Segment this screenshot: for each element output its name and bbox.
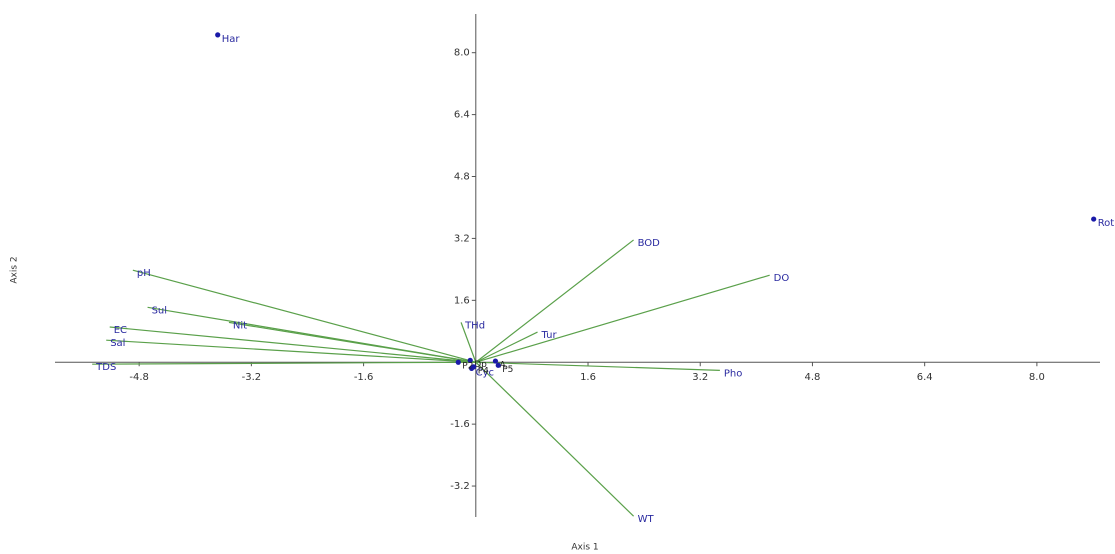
point-label: A <box>499 361 506 371</box>
point-label: Dp <box>474 360 487 370</box>
vector-label: EC <box>114 325 127 336</box>
y-axis-label: Axis 2 <box>10 256 20 283</box>
x-tick-label: 1.6 <box>580 372 596 383</box>
y-tick-label: 8.0 <box>454 48 470 59</box>
point <box>455 359 461 365</box>
y-tick-label: 1.6 <box>454 295 470 306</box>
vector-label: WT <box>638 514 655 525</box>
point <box>215 32 221 38</box>
x-tick-label: 3.2 <box>692 372 708 383</box>
x-tick-label: -4.8 <box>129 372 149 383</box>
point-label: Rot <box>1098 218 1115 229</box>
x-tick-label: 6.4 <box>917 372 933 383</box>
x-tick-label: -1.6 <box>354 372 374 383</box>
loading-vector <box>92 361 476 365</box>
vector-label: Nit <box>233 320 247 331</box>
y-tick-label: 6.4 <box>454 110 470 121</box>
loading-vector <box>475 331 538 363</box>
y-tick-label: 4.8 <box>454 172 470 183</box>
vector-label: THd <box>464 320 485 331</box>
point-label: P5 <box>502 365 513 375</box>
point-label: Har <box>222 34 241 45</box>
point-label: P2 <box>462 362 473 372</box>
x-tick-label: 8.0 <box>1029 372 1045 383</box>
vector-label: Sal <box>110 338 125 349</box>
loading-vector <box>475 361 720 371</box>
vector-label: Pho <box>724 368 743 379</box>
vector-label: DO <box>774 273 790 284</box>
point-label: Cyc <box>476 367 494 378</box>
point <box>495 362 501 368</box>
x-tick-label: 4.8 <box>804 372 820 383</box>
vector-label: Tur <box>541 330 558 341</box>
point <box>492 358 499 364</box>
vector-label: pH <box>137 268 151 279</box>
loading-vector <box>475 239 634 363</box>
vector-label: TDS <box>95 362 116 373</box>
point <box>471 364 477 370</box>
loading-vector <box>132 269 476 363</box>
y-tick-label: -1.6 <box>450 419 470 430</box>
vector-label: Sul <box>152 305 167 316</box>
y-tick-label: 3.2 <box>454 233 470 244</box>
loading-vector <box>109 326 476 363</box>
loading-vector <box>475 361 635 517</box>
x-tick-label: -3.2 <box>242 372 262 383</box>
loading-vector <box>475 274 770 363</box>
loading-vector <box>460 322 477 363</box>
vector-label: BOD <box>638 238 661 249</box>
loading-vector <box>228 321 476 363</box>
x-axis-label: Axis 1 <box>571 543 598 553</box>
point <box>467 357 473 363</box>
point-label: P4 <box>478 366 489 376</box>
y-tick-label: -3.2 <box>450 481 470 492</box>
loading-vector <box>106 339 476 363</box>
point <box>1091 216 1097 222</box>
